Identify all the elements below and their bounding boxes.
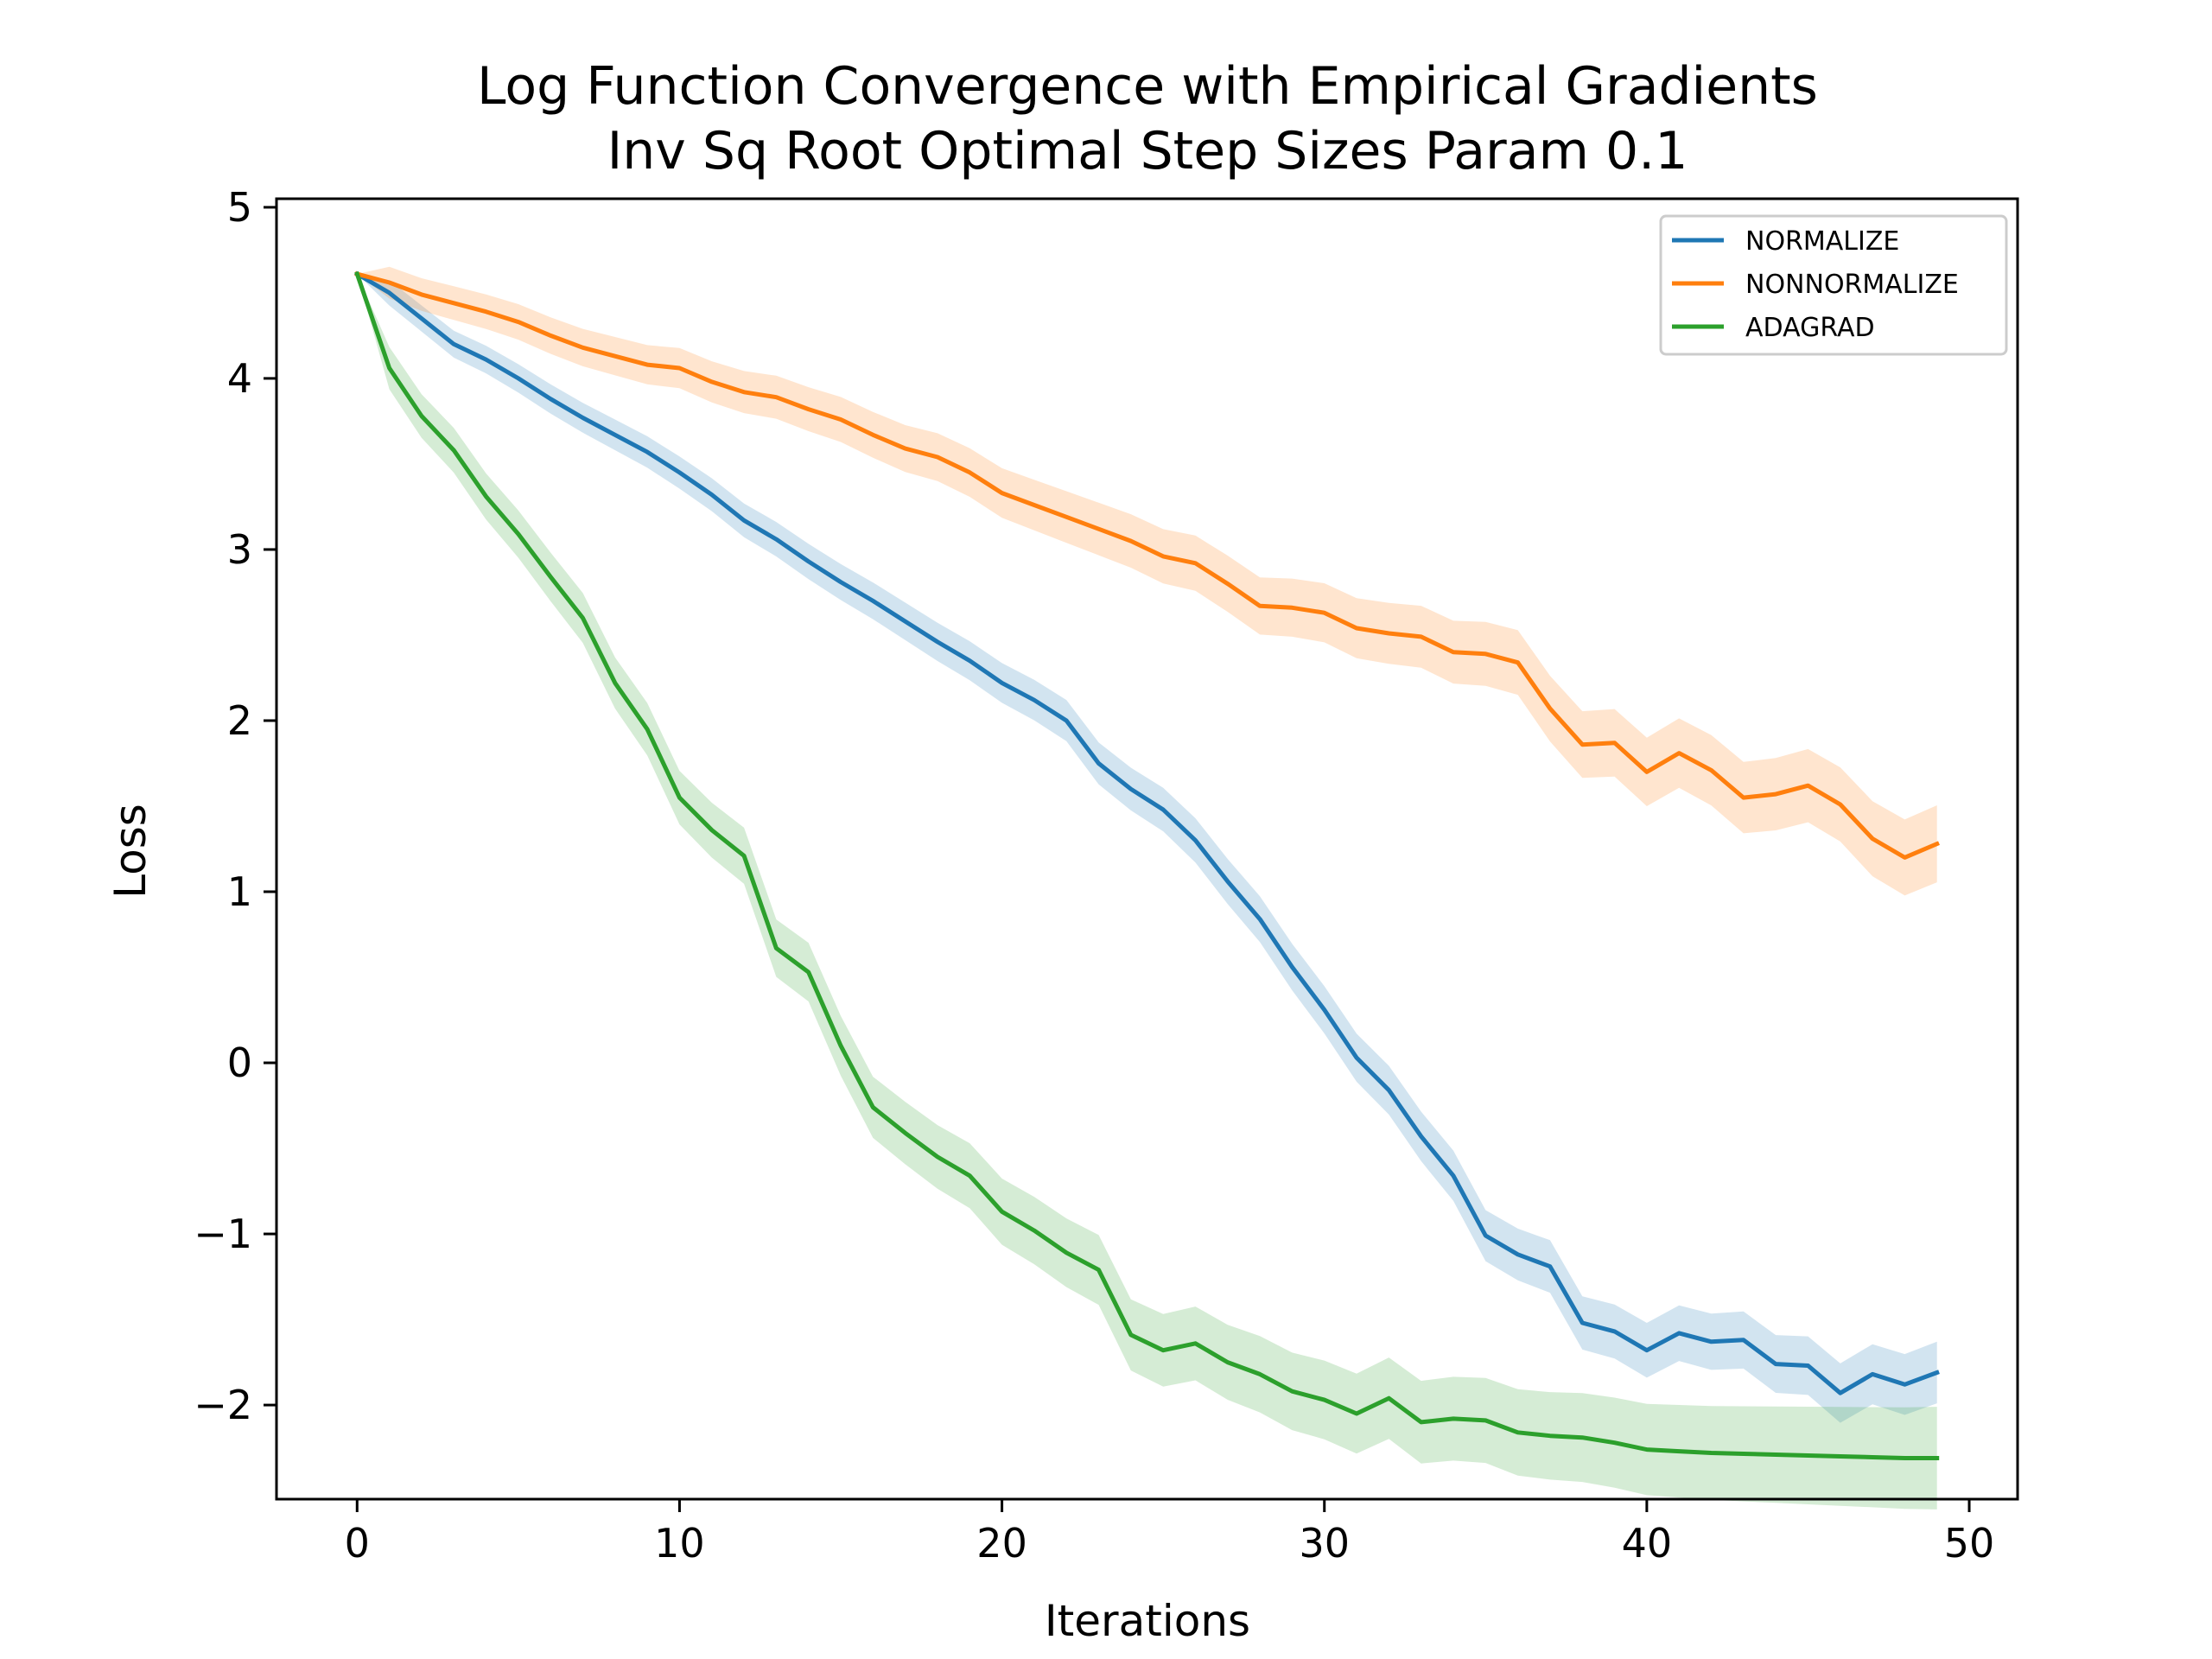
y-tick-label: −1	[194, 1211, 252, 1257]
y-tick-label: −2	[194, 1382, 252, 1428]
legend: NORMALIZE NONNORMALIZE ADAGRAD	[1659, 214, 2008, 356]
chart-subtitle: Inv Sq Root Optimal Step Sizes Param 0.1	[607, 121, 1688, 181]
chart-title: Log Function Convergence with Empirical …	[477, 56, 1818, 117]
band-normalize	[357, 274, 1937, 1423]
x-axis-label: Iterations	[1045, 1596, 1250, 1646]
band-nonnormalize	[357, 266, 1937, 896]
y-tick-label: 0	[227, 1039, 252, 1086]
x-tick-label: 20	[976, 1520, 1027, 1567]
y-tick-label: 2	[227, 697, 252, 744]
x-axis-ticks: 0 10 20 30 40 50	[345, 1499, 1995, 1567]
plot-frame	[275, 197, 2019, 1501]
y-tick-label: 4	[227, 355, 252, 402]
y-tick-label: 5	[227, 184, 252, 231]
series-lines	[353, 270, 1940, 1460]
y-axis-ticks: −2 −1 0 1 2 3 4 5	[194, 184, 276, 1428]
series-line-adagrad	[354, 270, 1940, 1460]
series-line-normalize	[353, 270, 1940, 1395]
confidence-bands	[357, 266, 1937, 1510]
y-tick-label: 1	[227, 868, 252, 915]
series-line-nonnormalize	[354, 271, 1940, 860]
legend-label-normalize: NORMALIZE	[1745, 226, 1899, 257]
x-tick-label: 30	[1299, 1520, 1350, 1567]
y-tick-label: 3	[227, 526, 252, 573]
legend-label-nonnormalize: NONNORMALIZE	[1745, 270, 1959, 300]
y-axis-label: Loss	[105, 804, 156, 899]
legend-frame	[1659, 214, 2008, 356]
legend-label-adagrad: ADAGRAD	[1745, 313, 1875, 343]
x-tick-label: 10	[654, 1520, 705, 1567]
x-tick-label: 40	[1622, 1520, 1673, 1567]
x-tick-label: 50	[1944, 1520, 1995, 1567]
x-tick-label: 0	[345, 1520, 370, 1567]
